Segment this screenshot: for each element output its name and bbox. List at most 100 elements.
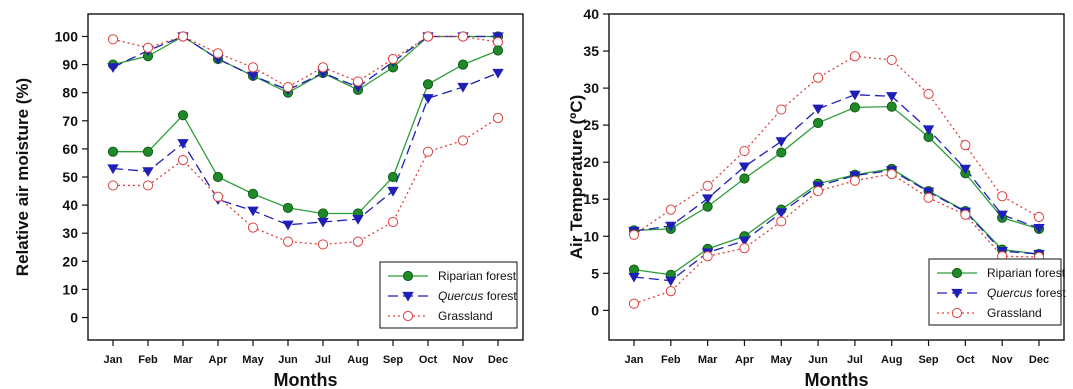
- data-point-grassland-min: [960, 209, 971, 220]
- data-point-grassland-max: [142, 42, 154, 53]
- x-axis-title: Months: [805, 370, 869, 389]
- data-point-grassland-max: [665, 204, 676, 215]
- y-tick-label: 15: [583, 191, 599, 207]
- data-point-grassland-min: [247, 222, 259, 233]
- y-tick-label: 10: [62, 281, 78, 297]
- data-point-quercus-max: [701, 194, 714, 205]
- legend-marker-grassland: [402, 310, 414, 322]
- data-point-quercus-max: [775, 137, 787, 147]
- data-point-quercus-min: [317, 217, 329, 228]
- series-line-riparian-min: [113, 49, 499, 215]
- data-point-grassland-min: [923, 192, 934, 203]
- data-point-grassland-min: [282, 236, 294, 247]
- series-line-grassland-max: [112, 35, 499, 88]
- x-tick-label: Apr: [735, 354, 755, 366]
- data-point-grassland-max: [997, 191, 1008, 202]
- x-tick-label: Jun: [278, 354, 298, 366]
- data-point-grassland-max: [849, 51, 861, 62]
- x-tick-label: Apr: [209, 354, 229, 366]
- data-point-riparian-min: [387, 171, 399, 183]
- x-tick-label: Dec: [1029, 354, 1049, 366]
- data-point-quercus-max: [849, 90, 861, 101]
- data-point-grassland-min: [812, 185, 824, 197]
- data-point-quercus-max: [665, 221, 677, 232]
- series-line-grassland-max: [633, 55, 1040, 236]
- x-tick-label: Aug: [881, 354, 902, 366]
- legend-marker-quercus: [951, 288, 963, 299]
- data-point-grassland-max: [923, 88, 934, 100]
- data-point-grassland-max: [739, 145, 750, 157]
- y-tick-label: 10: [583, 228, 599, 244]
- data-point-riparian-min: [107, 146, 119, 157]
- relative-air-moisture-chart: 0 10 20 30 40 50 60 70 80 90 100 Jan Feb Mar Apr May Jun…: [13, 13, 524, 389]
- data-point-quercus-max: [996, 210, 1008, 221]
- x-tick-label: Feb: [661, 354, 681, 366]
- data-point-quercus-max: [959, 164, 972, 175]
- x-tick-label: Sep: [383, 354, 403, 366]
- x-tick-label: Nov: [992, 354, 1014, 366]
- data-point-quercus-min: [352, 215, 364, 225]
- y-tick-label: 60: [62, 141, 78, 157]
- x-tick-label: Oct: [956, 354, 975, 366]
- x-tick-label: Dec: [488, 354, 508, 366]
- data-point-quercus-max: [738, 162, 751, 173]
- data-point-riparian-min: [212, 171, 224, 183]
- y-tick-label: 5: [591, 265, 599, 281]
- legend-label-rest: forest: [1032, 286, 1066, 300]
- data-point-grassland-max: [628, 229, 640, 240]
- y-tick-label: 30: [62, 225, 78, 241]
- data-point-quercus-min: [457, 82, 469, 93]
- data-point-grassland-min: [317, 239, 329, 250]
- x-tick-label: Jul: [847, 354, 863, 366]
- series-line-quercus-max: [112, 35, 498, 91]
- data-point-quercus-min: [177, 139, 189, 149]
- data-point-grassland-min: [142, 180, 154, 191]
- y-tick-label: 25: [583, 117, 599, 133]
- y-axis-title: Relative air moisture (%): [13, 78, 32, 276]
- plot-frame: [608, 13, 1065, 341]
- data-point-riparian-min: [142, 146, 154, 157]
- y-tick-label: 50: [62, 169, 78, 185]
- data-point-quercus-max: [886, 92, 898, 102]
- y-tick-label: 100: [55, 28, 79, 44]
- x-tick-label: Mar: [698, 354, 718, 366]
- data-point-quercus-min: [107, 164, 119, 175]
- data-point-quercus-min: [247, 206, 259, 217]
- data-point-grassland-min: [849, 175, 861, 186]
- data-point-grassland-max: [1033, 211, 1045, 223]
- x-tick-label: Nov: [453, 354, 475, 366]
- data-point-grassland-max: [492, 37, 504, 48]
- series-line-grassland-min: [113, 117, 499, 246]
- data-point-riparian-max: [812, 117, 824, 129]
- x-tick-label: May: [771, 354, 793, 366]
- data-point-grassland-max: [387, 53, 399, 65]
- data-point-quercus-min: [422, 94, 434, 104]
- y-tick-label: 40: [583, 6, 599, 22]
- x-tick-label: Aug: [347, 354, 368, 366]
- data-point-grassland-min: [387, 216, 399, 228]
- data-point-grassland-max: [317, 62, 329, 73]
- series-line-quercus-max: [633, 94, 1040, 232]
- data-point-quercus-min: [775, 208, 787, 219]
- y-tick-label: 90: [62, 57, 78, 73]
- data-point-grassland-min: [177, 155, 189, 166]
- x-tick-label: Jun: [808, 354, 828, 366]
- legend-marker-grassland: [951, 307, 963, 319]
- legend-box: [379, 261, 518, 329]
- data-point-grassland-max: [282, 81, 294, 93]
- x-tick-label: Mar: [173, 354, 193, 366]
- y-tick-label: 70: [62, 113, 78, 129]
- data-point-grassland-max: [960, 140, 971, 151]
- legend-label-riparian: Riparian forest: [438, 269, 517, 283]
- data-point-grassland-min: [212, 191, 224, 202]
- y-axis-title: Air Temperature (ºC): [567, 95, 586, 260]
- data-point-quercus-max: [492, 32, 504, 43]
- data-point-riparian-min: [422, 79, 434, 90]
- x-axis-title: Months: [274, 370, 338, 389]
- data-point-grassland-min: [352, 236, 364, 247]
- x-tick-label: Feb: [138, 354, 158, 366]
- data-point-quercus-max: [1033, 223, 1045, 234]
- data-point-quercus-min: [628, 272, 640, 283]
- series-line-quercus-min: [112, 72, 499, 226]
- x-tick-label: May: [242, 354, 264, 366]
